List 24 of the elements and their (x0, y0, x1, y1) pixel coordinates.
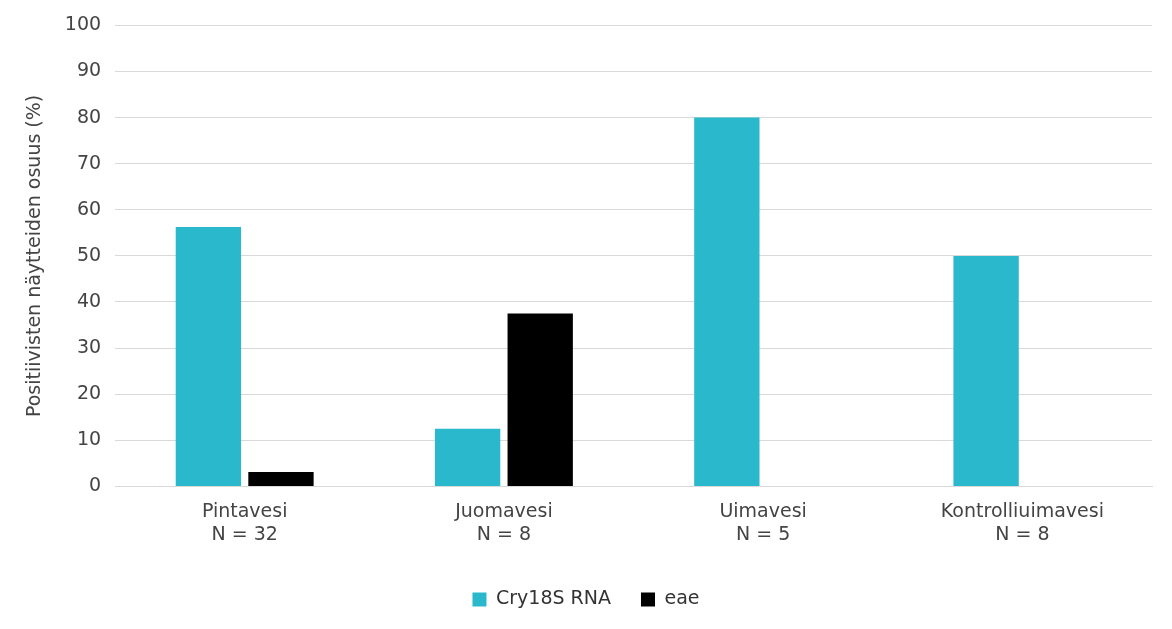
y-tick-label: 90 (76, 58, 102, 81)
x-tick-label: Kontrolliuimavesi N = 8 (940, 498, 1104, 544)
x-tick-label: Pintavesi N = 32 (201, 498, 288, 544)
y-tick-label: 50 (76, 242, 102, 265)
bar (953, 255, 1019, 486)
y-tick-label: 80 (76, 104, 102, 127)
x-tick-label: Juomavesi N = 8 (454, 498, 553, 544)
legend-label: eae (664, 586, 700, 609)
bar (175, 227, 242, 486)
legend-label: Cry18S RNA (495, 586, 611, 609)
bar (248, 472, 314, 486)
y-tick-label: 40 (76, 288, 102, 311)
y-tick-label: 0 (88, 473, 102, 496)
y-tick-label: 60 (76, 196, 102, 219)
bar (507, 313, 573, 486)
bar (694, 117, 760, 486)
bar (434, 428, 501, 486)
y-axis-title: Positiivisten näytteiden osuus (%) (22, 94, 45, 418)
y-tick-label: 100 (64, 12, 102, 35)
y-tick-label: 30 (76, 335, 102, 358)
y-tick-label: 70 (76, 150, 102, 173)
x-tick-label: Uimavesi N = 5 (719, 498, 807, 544)
y-tick-label: 10 (76, 427, 102, 450)
y-tick-label: 20 (76, 381, 102, 404)
